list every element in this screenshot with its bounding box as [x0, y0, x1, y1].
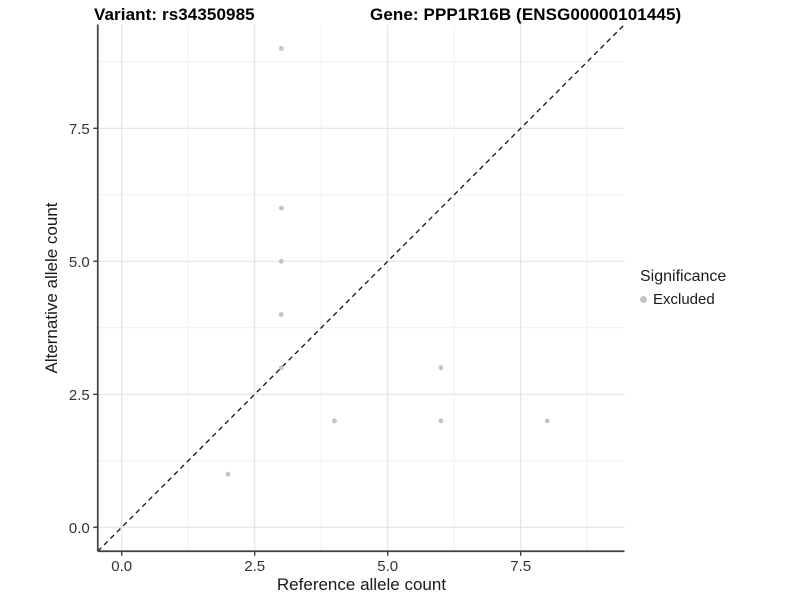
y-axis-title: Alternative allele count [42, 202, 61, 374]
data-point [278, 46, 284, 51]
legend-item-label: Excluded [653, 291, 715, 308]
variant-title: Variant: rs34350985 [94, 5, 255, 24]
circle-icon [640, 296, 647, 303]
data-point [278, 258, 284, 264]
data-point [278, 312, 284, 317]
data-point [278, 365, 284, 371]
y-tick-label: 7.5 [69, 121, 90, 138]
y-tick-label: 5.0 [69, 254, 90, 271]
y-tick-label: 2.5 [69, 387, 90, 404]
gene-title: Gene: PPP1R16B (ENSG00000101445) [370, 5, 682, 24]
y-tick-label: 0.0 [69, 520, 90, 537]
data-point [278, 205, 284, 211]
x-tick-label: 7.5 [510, 558, 531, 575]
x-tick-label: 0.0 [111, 558, 132, 575]
x-tick-label: 2.5 [244, 558, 265, 575]
data-point [544, 418, 550, 424]
x-axis-title: Reference allele count [276, 575, 447, 594]
data-point [225, 471, 231, 477]
x-tick-label: 5.0 [377, 558, 398, 575]
legend-title: Significance [640, 268, 727, 285]
data-point [438, 365, 444, 371]
legend-item-excluded: Excluded [640, 291, 726, 308]
data-point [438, 418, 444, 424]
identity-dashed-line [97, 24, 625, 552]
legend: Significance Excluded [640, 268, 726, 308]
data-point [332, 418, 337, 424]
